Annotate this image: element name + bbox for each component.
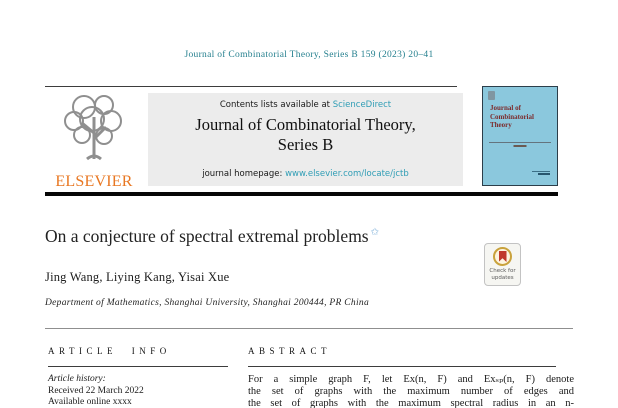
contents-lists-text: Contents lists available at (219, 100, 333, 110)
cover-series-mark (513, 145, 527, 147)
elsevier-wordmark: ELSEVIER (55, 173, 133, 190)
received-date-line: Received 22 March 2022 (48, 385, 144, 396)
journal-title-line1: Journal of Combinatorial Theory, (195, 115, 416, 134)
cover-sciencedirect-mark (538, 173, 550, 175)
abstract-line: the set of graphs with the maximum numbe… (248, 386, 574, 397)
authors-line: Jing Wang, Liying Kang, Yisai Xue (45, 270, 230, 284)
cover-divider (489, 142, 551, 143)
footnote-star-link[interactable]: ✩ (370, 227, 380, 238)
article-history-label: Article history: (48, 374, 106, 384)
check-updates-label-line1: Check for (489, 268, 516, 274)
cover-journal-title: Journal of Combinatorial Theory (490, 104, 534, 129)
check-updates-label-line2: updates (491, 274, 514, 281)
cover-publisher-icon (488, 91, 495, 100)
homepage-line: journal homepage: www.elsevier.com/locat… (148, 169, 463, 179)
abstract-body: For a simple graph F, let Ex(n, F) and E… (248, 374, 574, 408)
sciencedirect-link[interactable]: ScienceDirect (332, 100, 392, 110)
abstract-rule (248, 366, 556, 367)
cover-sciencedirect-mark (532, 170, 550, 172)
article-info-section: ARTICLE INFO Article history: Received 2… (48, 346, 234, 408)
article-info-rule (48, 366, 228, 367)
affiliation-line: Department of Mathematics, Shanghai Univ… (45, 298, 370, 308)
journal-cover-thumbnail: Journal of Combinatorial Theory (482, 86, 558, 186)
elsevier-logo: ELSEVIER (45, 89, 143, 191)
abstract-line: the set of graphs with the maximum spect… (248, 398, 574, 408)
journal-reference-line: Journal of Combinatorial Theory, Series … (184, 50, 434, 60)
header-top-rule (45, 86, 457, 87)
section-divider-rule (45, 328, 573, 329)
check-updates-icon (493, 247, 512, 266)
paper-title: On a conjecture of spectral extremal pro… (45, 226, 379, 247)
contents-lists-line: Contents lists available at ScienceDirec… (148, 93, 463, 110)
elsevier-tree-icon (45, 89, 143, 169)
abstract-line: For a simple graph F, let Ex(n, F) and E… (248, 374, 574, 385)
journal-title-line2: Series B (277, 135, 334, 154)
bookmark-icon (498, 251, 507, 262)
homepage-link[interactable]: www.elsevier.com/locate/jctb (285, 169, 409, 179)
paper-title-text: On a conjecture of spectral extremal pro… (45, 226, 369, 246)
check-updates-label: Check for updates (485, 268, 520, 281)
abstract-section: ABSTRACT For a simple graph F, let Ex(n,… (248, 346, 574, 408)
homepage-label: journal homepage: (202, 169, 286, 179)
journal-title: Journal of Combinatorial Theory, Series … (148, 115, 463, 155)
article-info-header: ARTICLE INFO (48, 346, 171, 356)
check-for-updates-badge[interactable]: Check for updates (484, 243, 521, 286)
header-bottom-rule (45, 192, 558, 196)
abstract-header: ABSTRACT (248, 346, 332, 356)
journal-banner: Contents lists available at ScienceDirec… (148, 93, 463, 186)
available-online-line: Available online xxxx (48, 397, 132, 407)
